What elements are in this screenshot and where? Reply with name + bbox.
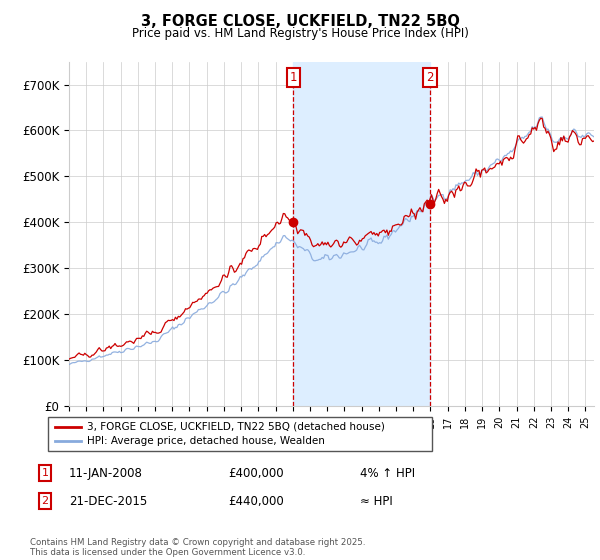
Text: HPI: Average price, detached house, Wealden: HPI: Average price, detached house, Weal… <box>87 436 325 446</box>
Text: 1: 1 <box>41 468 49 478</box>
Text: Price paid vs. HM Land Registry's House Price Index (HPI): Price paid vs. HM Land Registry's House … <box>131 27 469 40</box>
Text: 2: 2 <box>41 496 49 506</box>
Text: 4% ↑ HPI: 4% ↑ HPI <box>360 466 415 480</box>
Text: £440,000: £440,000 <box>228 494 284 508</box>
Text: 3, FORGE CLOSE, UCKFIELD, TN22 5BQ: 3, FORGE CLOSE, UCKFIELD, TN22 5BQ <box>140 14 460 29</box>
Bar <box>293 62 430 406</box>
Text: 21-DEC-2015: 21-DEC-2015 <box>69 494 147 508</box>
Text: 3, FORGE CLOSE, UCKFIELD, TN22 5BQ (detached house): 3, FORGE CLOSE, UCKFIELD, TN22 5BQ (deta… <box>87 422 385 432</box>
Text: ≈ HPI: ≈ HPI <box>360 494 393 508</box>
Text: 2: 2 <box>426 71 434 83</box>
Text: £400,000: £400,000 <box>228 466 284 480</box>
Text: Contains HM Land Registry data © Crown copyright and database right 2025.
This d: Contains HM Land Registry data © Crown c… <box>30 538 365 557</box>
Text: 11-JAN-2008: 11-JAN-2008 <box>69 466 143 480</box>
Text: 1: 1 <box>290 71 297 83</box>
